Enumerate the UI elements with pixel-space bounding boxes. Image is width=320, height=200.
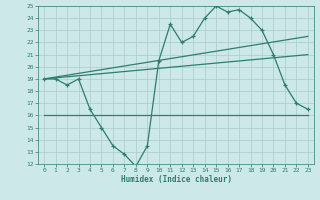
X-axis label: Humidex (Indice chaleur): Humidex (Indice chaleur)	[121, 175, 231, 184]
